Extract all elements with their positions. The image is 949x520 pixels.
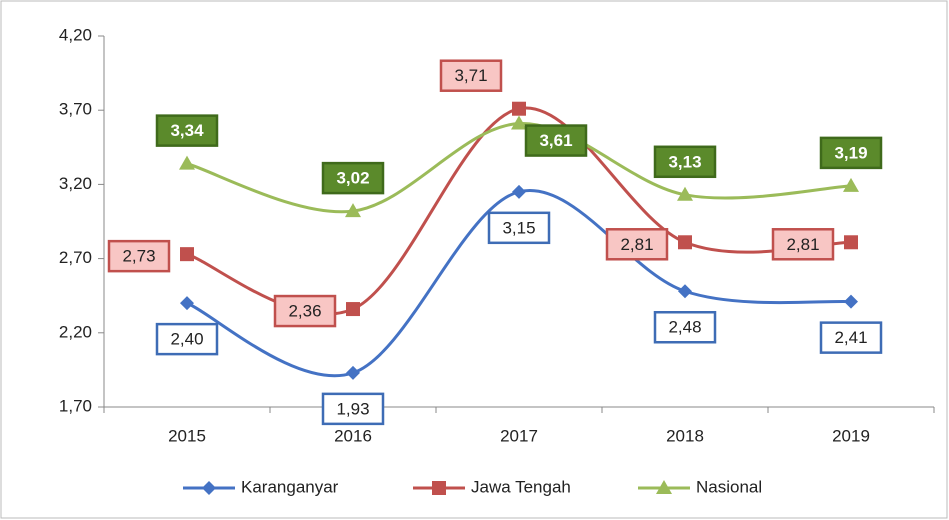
legend-label: Karanganyar — [241, 477, 339, 496]
data-label: 2,48 — [668, 318, 701, 337]
data-label: 2,40 — [170, 330, 203, 349]
data-point — [346, 365, 360, 380]
data-point — [844, 235, 858, 250]
legend-marker — [432, 481, 446, 495]
y-tick-label: 2,70 — [59, 248, 92, 267]
data-point — [511, 115, 527, 130]
data-point — [345, 203, 361, 218]
data-label-box — [524, 124, 588, 157]
data-label: 2,36 — [288, 302, 321, 321]
data-point — [180, 296, 194, 311]
data-point — [180, 247, 194, 262]
data-point — [512, 101, 526, 116]
data-point — [844, 294, 858, 309]
data-point — [843, 177, 859, 192]
data-label-box — [321, 161, 385, 195]
data-label: 3,19 — [834, 143, 867, 162]
data-label: 2,81 — [786, 235, 819, 254]
data-label: 3,61 — [539, 131, 572, 150]
legend-label: Jawa Tengah — [471, 477, 571, 496]
data-label: 2,73 — [122, 247, 155, 266]
x-tick-label: 2018 — [666, 426, 704, 445]
data-label-box — [439, 59, 503, 92]
data-label: 1,93 — [336, 399, 369, 418]
data-point — [179, 155, 195, 170]
data-label: 2,41 — [834, 328, 867, 347]
legend-marker — [202, 481, 216, 495]
data-label-box — [155, 114, 219, 147]
data-label-box — [819, 136, 883, 170]
legend-label: Nasional — [696, 477, 762, 496]
y-tick-label: 4,20 — [59, 25, 92, 44]
data-label-box — [273, 294, 337, 328]
data-label-box — [155, 322, 219, 356]
y-tick-label: 1,70 — [59, 396, 92, 415]
data-point — [678, 235, 692, 250]
data-label-box — [321, 392, 385, 426]
data-label: 2,81 — [620, 235, 653, 254]
data-label: 3,02 — [336, 169, 369, 188]
data-label: 3,71 — [454, 66, 487, 85]
data-label-box — [771, 228, 835, 261]
x-tick-label: 2015 — [168, 426, 206, 445]
data-point — [346, 302, 360, 317]
data-label-box — [605, 228, 669, 261]
data-point — [512, 184, 526, 199]
data-point — [677, 186, 693, 201]
data-point — [678, 284, 692, 299]
data-label-box — [653, 145, 717, 179]
data-label: 3,13 — [668, 152, 701, 171]
y-tick-label: 3,70 — [59, 100, 92, 119]
data-label-box — [653, 310, 717, 344]
y-tick-label: 3,20 — [59, 174, 92, 193]
data-label: 3,15 — [502, 218, 535, 237]
data-label-box — [487, 211, 551, 245]
x-tick-label: 2019 — [832, 426, 870, 445]
x-tick-label: 2017 — [500, 426, 538, 445]
data-label: 3,34 — [170, 121, 204, 140]
y-tick-label: 2,20 — [59, 322, 92, 341]
data-label-box — [107, 239, 171, 273]
data-label-box — [819, 321, 883, 354]
x-tick-label: 2016 — [334, 426, 372, 445]
legend-marker — [656, 480, 672, 494]
